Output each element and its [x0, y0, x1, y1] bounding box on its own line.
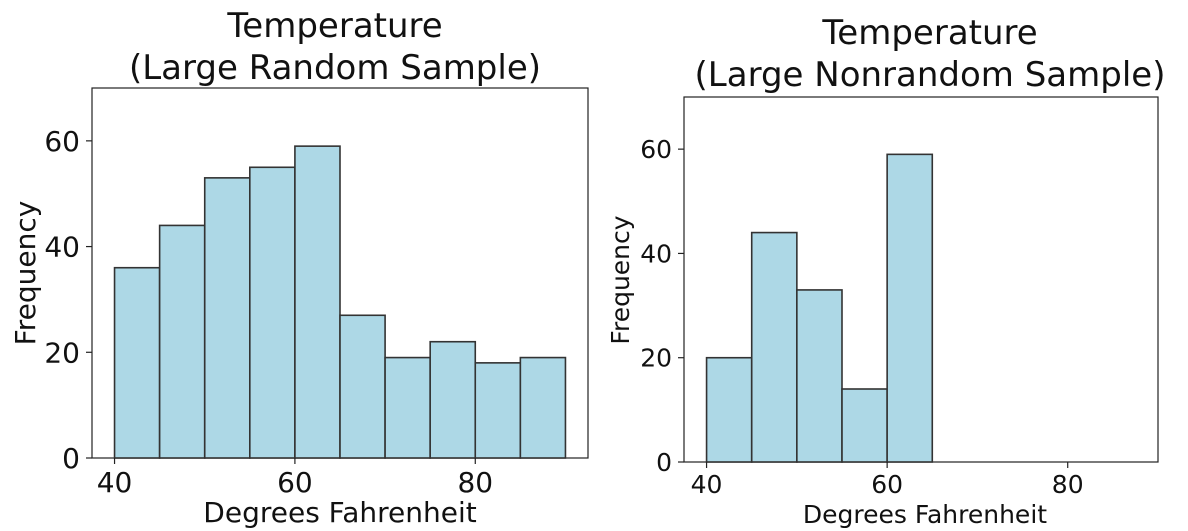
- nonrandom-sample-histogram: Temperature (Large Nonrandom Sample) 40 6…: [606, 13, 1165, 529]
- y-tick-label: 60: [44, 125, 80, 158]
- y-tick-label: 20: [44, 336, 80, 369]
- y-tick-label: 40: [640, 239, 672, 268]
- y-ticks: 0 20 40 60: [44, 125, 92, 475]
- x-tick-label: 60: [277, 466, 313, 499]
- y-axis-label: Frequency: [606, 215, 635, 344]
- histogram-bar: [249, 166, 296, 459]
- histogram-bar: [339, 314, 386, 459]
- y-tick-label: 60: [640, 135, 672, 164]
- y-tick-label: 40: [44, 231, 80, 264]
- chart-title-line-1: Temperature: [821, 13, 1037, 53]
- bars: [705, 153, 934, 463]
- histogram-bar: [294, 145, 341, 459]
- y-tick-label: 20: [640, 344, 672, 373]
- random-sample-histogram: Temperature (Large Random Sample) 40 60 80…: [9, 6, 589, 529]
- x-tick-label: 40: [97, 466, 133, 499]
- histogram-bar: [841, 388, 888, 463]
- x-ticks: 40 60 80: [691, 462, 1084, 499]
- chart-title-line-2: (Large Nonrandom Sample): [695, 55, 1166, 95]
- y-tick-label: 0: [656, 448, 672, 477]
- x-axis-label: Degrees Fahrenheit: [203, 496, 476, 529]
- x-tick-label: 40: [691, 470, 723, 499]
- y-axis-label: Frequency: [9, 201, 42, 346]
- x-ticks: 40 60 80: [97, 458, 493, 499]
- histogram-bar: [384, 356, 431, 459]
- histogram-bar: [886, 153, 934, 463]
- histogram-bar: [519, 356, 567, 459]
- bars: [113, 145, 567, 459]
- histogram-bar: [158, 224, 206, 459]
- x-tick-label: 60: [871, 470, 903, 499]
- chart-title-line-1: Temperature: [226, 6, 442, 46]
- histogram-bar: [429, 340, 477, 459]
- chart-title-line-2: (Large Random Sample): [129, 48, 541, 88]
- x-axis-label: Degrees Fahrenheit: [803, 500, 1047, 529]
- histogram-bar: [113, 266, 161, 459]
- x-tick-label: 80: [1052, 470, 1084, 499]
- histogram-bar: [796, 289, 843, 463]
- x-tick-label: 80: [457, 466, 493, 499]
- histogram-bar: [203, 177, 251, 459]
- y-tick-label: 0: [62, 442, 80, 475]
- histogram-bar: [705, 356, 753, 463]
- histogram-bar: [474, 362, 522, 459]
- histogram-bar: [750, 231, 798, 463]
- y-ticks: 0 20 40 60: [640, 135, 684, 477]
